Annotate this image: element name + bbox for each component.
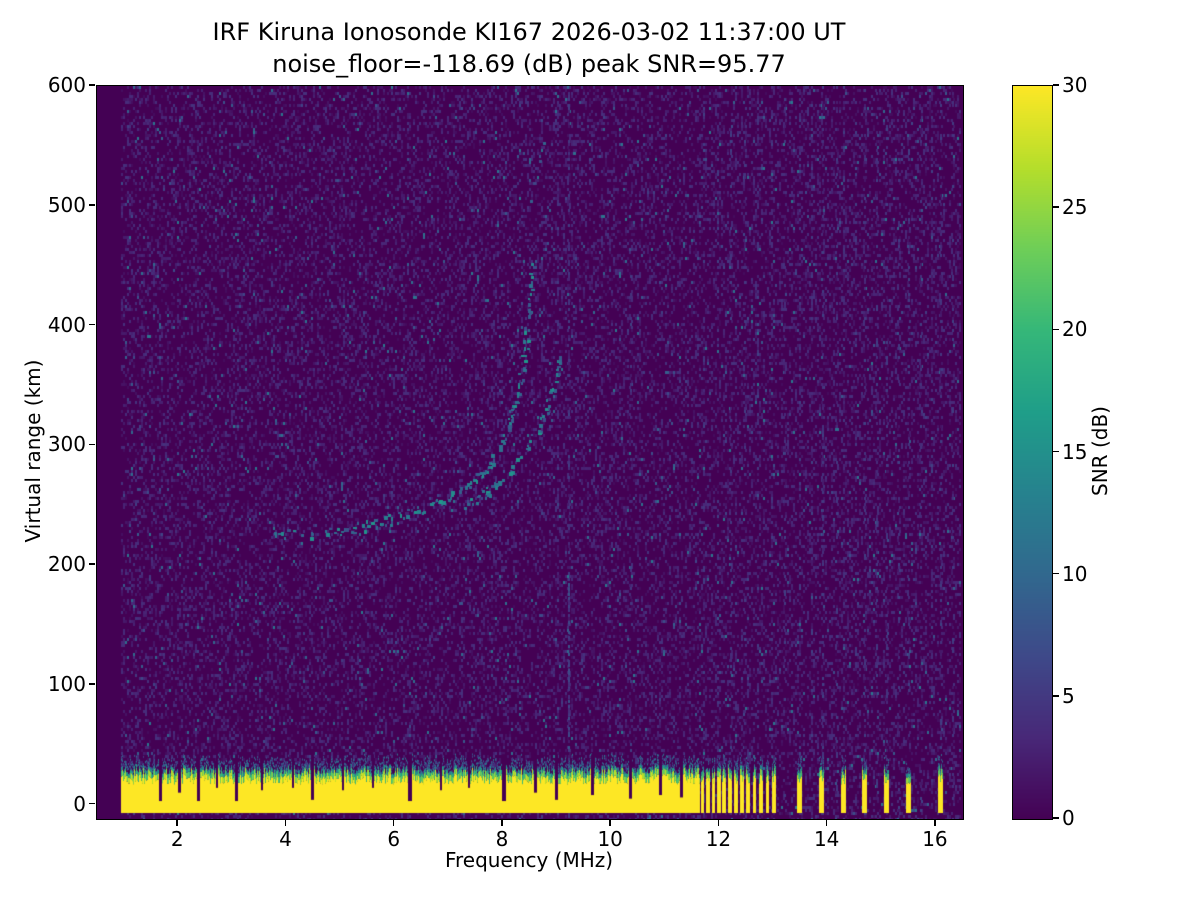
y-tick-mark [89,204,95,206]
x-tick-label: 12 [705,827,732,851]
colorbar-tick-label: 20 [1062,317,1088,342]
y-tick-label: 400 [47,312,86,337]
colorbar-tick-label: 0 [1062,806,1075,830]
colorbar-tick-mark [1053,695,1059,697]
colorbar-tick-mark [1053,572,1059,575]
y-tick-mark [89,563,95,565]
x-tick-mark [176,820,178,826]
y-tick-label: 200 [47,552,86,577]
y-tick-label: 0 [73,791,86,816]
x-tick-label: 6 [387,827,401,851]
y-tick-mark [89,443,95,446]
colorbar-tick-label: 30 [1062,73,1088,97]
colorbar-tick-label: 10 [1062,561,1088,586]
x-tick-mark [825,820,828,826]
y-tick-label: 500 [47,192,86,217]
chart-title: IRF Kiruna Ionosonde KI167 2026-03-02 11… [212,18,846,46]
x-tick-mark [717,820,720,826]
colorbar-tick-mark [1053,817,1059,819]
y-tick-mark [89,683,95,685]
y-tick-mark [89,84,95,86]
colorbar-tick-label: 5 [1062,683,1075,708]
x-tick-mark [284,820,287,826]
x-tick-label: 4 [279,827,292,851]
x-tick-label: 14 [813,827,840,851]
y-tick-label: 300 [47,432,86,457]
x-tick-label: 2 [170,827,184,851]
colorbar-tick-label: 25 [1062,195,1088,220]
x-tick-mark [934,820,936,826]
y-tick-mark [89,802,95,805]
heatmap-canvas [97,86,963,819]
colorbar-tick-mark [1053,206,1059,208]
plot-area [96,85,964,820]
chart-subtitle: noise_floor=-118.69 (dB) peak SNR=95.77 [272,50,786,78]
colorbar-tick-mark [1053,84,1059,86]
colorbar [1012,85,1053,820]
x-tick-mark [609,820,611,826]
y-tick-mark [89,323,95,326]
x-tick-label: 8 [495,827,509,851]
colorbar-label: SNR (dB) [1088,406,1112,496]
colorbar-tick-mark [1053,328,1059,331]
y-tick-label: 100 [47,671,86,696]
x-tick-mark [392,820,395,826]
x-tick-label: 10 [597,827,623,851]
x-tick-label: 16 [922,827,948,851]
x-axis-label: Frequency (MHz) [444,848,614,872]
colorbar-gradient [1013,86,1052,819]
x-tick-mark [501,820,503,826]
colorbar-tick-label: 15 [1062,439,1088,464]
y-tick-label: 600 [47,73,86,97]
colorbar-tick-mark [1053,450,1059,453]
